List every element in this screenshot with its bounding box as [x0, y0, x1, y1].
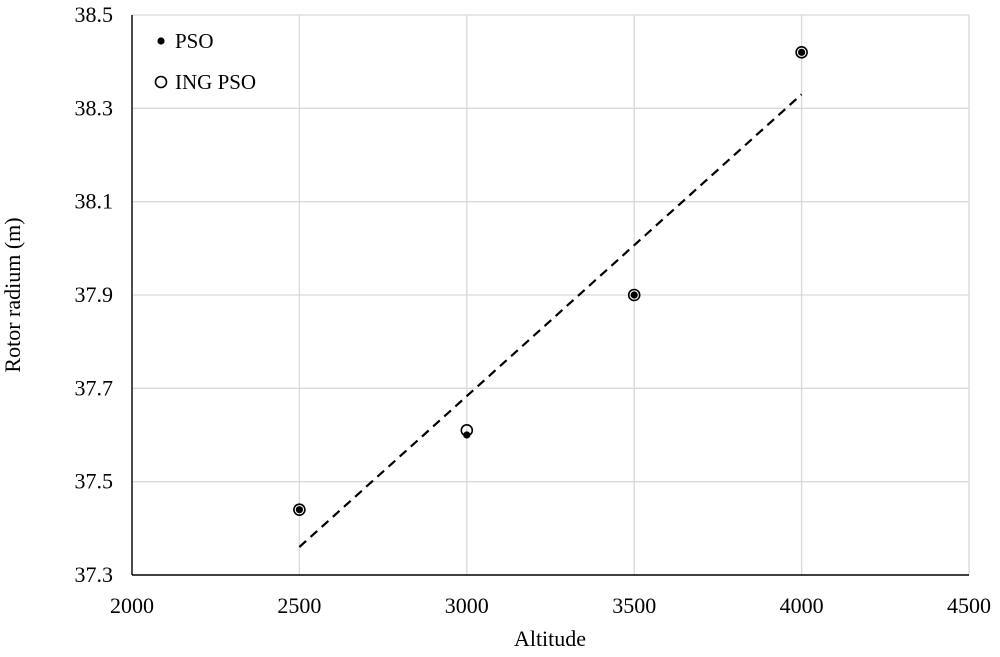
x-tick-label: 3000 [445, 593, 489, 618]
y-tick-label: 38.3 [75, 95, 114, 120]
legend-label-ing-pso: ING PSO [175, 70, 256, 94]
axes [131, 15, 969, 576]
tick-labels: 2000 2500 3000 3500 4000 4500 37.3 37.5 37.7 37.9… [75, 2, 992, 618]
y-tick-label: 38.5 [75, 2, 114, 27]
y-tick-label: 37.5 [75, 469, 114, 494]
x-tick-label: 2500 [277, 593, 321, 618]
x-tick-label: 3500 [612, 593, 656, 618]
x-tick-label: 2000 [110, 593, 154, 618]
point-ing-pso [627, 288, 641, 302]
legend-label-pso: PSO [175, 29, 214, 53]
y-tick-label: 37.7 [75, 375, 114, 400]
data-points [293, 46, 808, 516]
point-ing-pso [293, 503, 306, 516]
x-tick-label: 4000 [780, 593, 824, 618]
y-tick-label: 38.1 [75, 189, 114, 214]
legend-marker-pso [157, 37, 165, 45]
y-axis-label: Rotor radium (m) [0, 217, 25, 372]
point-pso [463, 431, 471, 439]
point-pso [630, 291, 638, 299]
y-tick-label: 37.3 [75, 562, 114, 587]
grid-lines [132, 14, 970, 575]
x-axis-label: Altitude [514, 626, 586, 651]
trendline-layer [298, 93, 803, 548]
y-tick-label: 37.9 [75, 282, 114, 307]
point-ing-pso [795, 46, 808, 59]
legend: PSO ING PSO [154, 29, 256, 94]
point-pso [798, 48, 806, 56]
point-pso [295, 506, 303, 514]
trendline [298, 93, 803, 548]
legend-marker-ing-pso [154, 75, 168, 89]
x-tick-label: 4500 [947, 593, 991, 618]
